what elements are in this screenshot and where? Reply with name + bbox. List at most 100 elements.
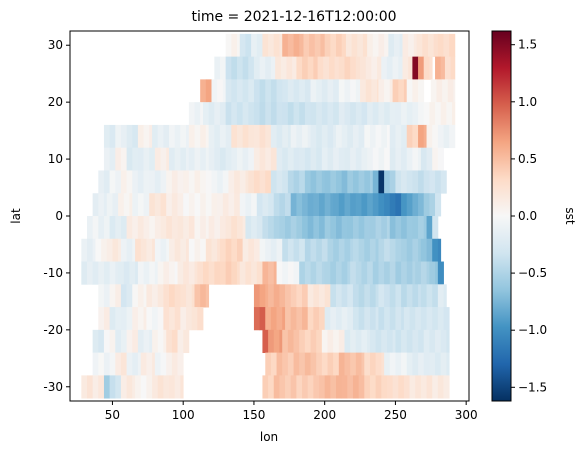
heatmap-cell bbox=[352, 124, 360, 149]
heatmap-cell bbox=[344, 238, 351, 262]
heatmap-cell bbox=[273, 33, 280, 58]
heatmap-cell bbox=[319, 307, 326, 331]
heatmap-cell bbox=[109, 352, 116, 376]
heatmap-cell bbox=[350, 261, 357, 285]
heatmap-cell bbox=[367, 193, 374, 217]
heatmap-cell bbox=[132, 216, 139, 240]
heatmap-cell bbox=[180, 147, 187, 171]
heatmap-cell bbox=[200, 79, 207, 103]
colorbar bbox=[491, 30, 512, 402]
heatmap-cell bbox=[412, 261, 416, 285]
heatmap-cell bbox=[152, 329, 159, 354]
heatmap-cell bbox=[194, 261, 198, 285]
heatmap-cell bbox=[369, 216, 377, 240]
heatmap-cell bbox=[163, 261, 170, 285]
heatmap-cell bbox=[378, 79, 385, 103]
heatmap-cell bbox=[386, 375, 393, 399]
heatmap-cell bbox=[401, 352, 408, 376]
heatmap-cell bbox=[316, 261, 323, 285]
heatmap-cell bbox=[103, 352, 111, 376]
heatmap-cell bbox=[219, 56, 227, 80]
heatmap-cell bbox=[423, 102, 430, 126]
heatmap-cell bbox=[299, 238, 306, 262]
heatmap-cell bbox=[268, 216, 275, 240]
heatmap-cell bbox=[92, 375, 99, 399]
heatmap-cell bbox=[262, 261, 269, 285]
heatmap-cell bbox=[214, 102, 221, 126]
heatmap-cell bbox=[447, 79, 454, 103]
heatmap-cell bbox=[290, 284, 297, 308]
heatmap-cell bbox=[228, 170, 235, 194]
heatmap-cell bbox=[347, 375, 354, 399]
heatmap-cell bbox=[381, 124, 388, 149]
heatmap-cell bbox=[378, 261, 385, 285]
heatmap-cell bbox=[236, 216, 244, 240]
heatmap-cell bbox=[177, 170, 184, 194]
heatmap-cell bbox=[310, 170, 317, 194]
heatmap-cell bbox=[282, 102, 289, 126]
heatmap-cell bbox=[157, 307, 164, 331]
heatmap-cell bbox=[248, 79, 255, 103]
heatmap-cell bbox=[302, 284, 309, 308]
heatmap-cell bbox=[392, 375, 399, 399]
heatmap-cell bbox=[265, 102, 272, 126]
heatmap-cell bbox=[205, 216, 210, 240]
heatmap-cell bbox=[392, 56, 399, 80]
heatmap-cell bbox=[129, 261, 136, 285]
heatmap-cell bbox=[287, 79, 294, 103]
heatmap-cell bbox=[120, 238, 127, 262]
heatmap-cell bbox=[245, 170, 249, 194]
heatmap-cell bbox=[231, 238, 238, 262]
heatmap-cell bbox=[395, 102, 402, 126]
heatmap-cell bbox=[351, 33, 358, 58]
heatmap-cell bbox=[355, 261, 362, 285]
heatmap-cell bbox=[395, 124, 402, 149]
heatmap-cell bbox=[115, 147, 122, 171]
heatmap-cell bbox=[160, 352, 167, 376]
heatmap-cell bbox=[412, 79, 419, 103]
heatmap-cell bbox=[350, 79, 357, 103]
heatmap-cell bbox=[406, 261, 413, 285]
heatmap-cell bbox=[166, 352, 173, 376]
heatmap-cell bbox=[378, 307, 385, 331]
heatmap-cell bbox=[276, 261, 283, 285]
heatmap-cell bbox=[321, 238, 328, 262]
heatmap-cell bbox=[98, 329, 105, 354]
heatmap-cell bbox=[423, 170, 430, 194]
heatmap-cell bbox=[279, 33, 283, 58]
heatmap-cell bbox=[406, 352, 413, 376]
heatmap-cell bbox=[307, 124, 311, 149]
heatmap-cell bbox=[420, 375, 427, 399]
heatmap-cell bbox=[302, 193, 309, 217]
heatmap-cell bbox=[188, 193, 195, 217]
heatmap-cell bbox=[146, 307, 153, 331]
heatmap-cell bbox=[406, 170, 413, 194]
heatmap-cell bbox=[413, 33, 418, 58]
heatmap-cell bbox=[319, 193, 326, 217]
heatmap-cell bbox=[395, 238, 402, 262]
heatmap-cell bbox=[319, 375, 326, 399]
heatmap-cell bbox=[352, 170, 360, 194]
heatmap-cell bbox=[160, 170, 167, 194]
heatmap-cell bbox=[282, 238, 289, 262]
heatmap-cell bbox=[109, 284, 116, 308]
heatmap-cell bbox=[437, 33, 444, 58]
heatmap-cell bbox=[287, 124, 292, 149]
heatmap-cell bbox=[389, 307, 396, 331]
heatmap-cell bbox=[208, 124, 215, 149]
heatmap-cell bbox=[186, 284, 193, 308]
heatmap-cell bbox=[360, 79, 367, 103]
x-tick-label: 50 bbox=[105, 408, 120, 422]
heatmap-cell bbox=[412, 284, 419, 308]
heatmap-cell bbox=[103, 329, 111, 354]
heatmap-cell bbox=[388, 33, 395, 58]
heatmap-cell bbox=[449, 124, 456, 149]
heatmap-cell bbox=[183, 193, 190, 217]
heatmap-cell bbox=[248, 124, 255, 149]
heatmap-cell bbox=[186, 238, 190, 262]
heatmap-cell bbox=[225, 216, 232, 240]
heatmap-cell bbox=[273, 261, 277, 285]
heatmap-cell bbox=[341, 375, 348, 399]
heatmap-cell bbox=[310, 261, 317, 285]
heatmap-cell bbox=[350, 102, 357, 126]
